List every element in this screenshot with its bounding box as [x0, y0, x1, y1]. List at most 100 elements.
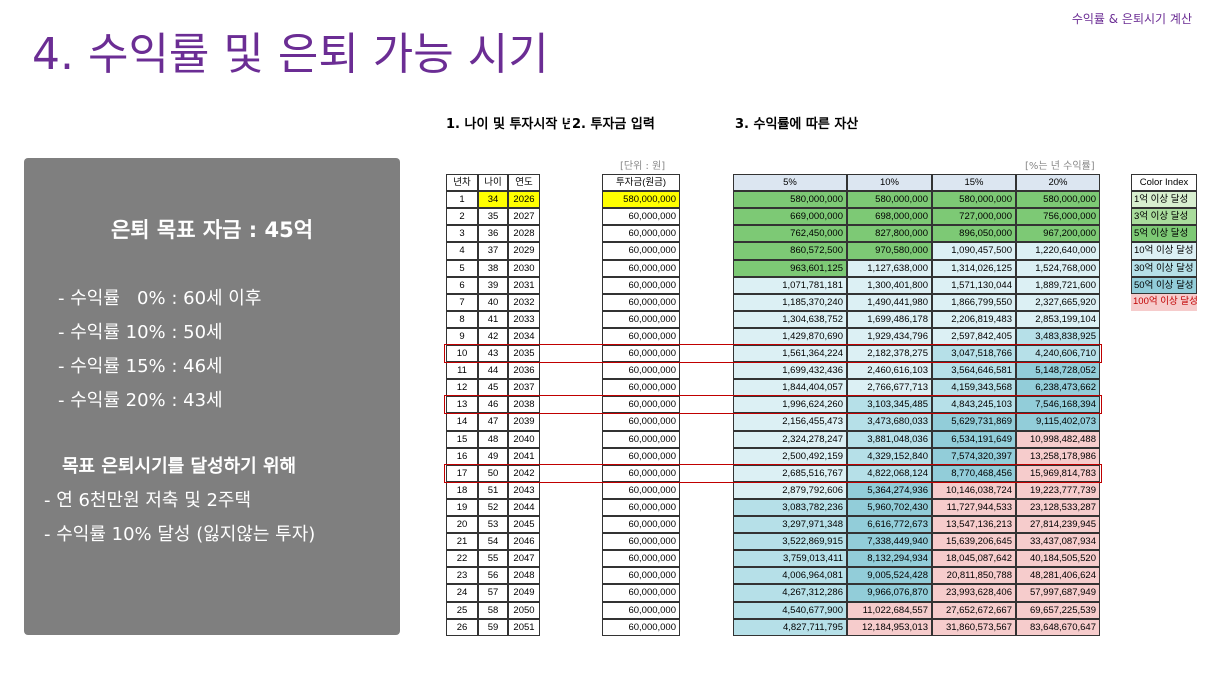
- table-cell: 9: [446, 327, 478, 346]
- table-cell: 6,616,772,673: [847, 516, 932, 534]
- table-cell: 57,997,687,949: [1016, 584, 1100, 602]
- table-cell: 1,490,441,980: [847, 293, 932, 311]
- table-cell: 9,005,524,428: [847, 567, 932, 585]
- table-cell: 11: [446, 362, 478, 380]
- section-header: 2. 투자금 입력: [570, 113, 655, 132]
- table-cell: 860,572,500: [733, 242, 847, 260]
- table-cell: 40: [478, 293, 508, 311]
- table-cell: 6,534,191,649: [932, 430, 1016, 448]
- table-cell: 25: [446, 601, 478, 619]
- legend-item: 50억 이상 달성: [1131, 276, 1197, 294]
- legend-item: 1억 이상 달성: [1131, 191, 1197, 209]
- table-cell: 20,811,850,788: [932, 567, 1016, 585]
- table-cell: 2029: [508, 242, 540, 260]
- plan-item: - 수익률 10% 달성 (잃지않는 투자): [44, 524, 316, 545]
- table-cell: 23: [446, 567, 478, 585]
- top-label: 수익률 & 은퇴시기 계산: [1071, 12, 1192, 26]
- table-cell: 47: [478, 413, 508, 431]
- table-cell: 827,800,000: [847, 225, 932, 243]
- table-cell: 69,657,225,539: [1016, 601, 1100, 619]
- table-cell: 1,699,432,436: [733, 362, 847, 380]
- table-cell: 10,146,038,724: [932, 481, 1016, 499]
- table-cell: 60,000,000: [602, 379, 680, 397]
- table-cell: 7,546,168,394: [1016, 396, 1100, 414]
- table-cell: 2,597,842,405: [932, 327, 1016, 346]
- plan-title: 목표 은퇴시기를 달성하기 위해: [62, 456, 297, 477]
- table-cell: 60,000,000: [602, 345, 680, 363]
- table-cell: 18,045,087,642: [932, 550, 1016, 568]
- table-cell: 42: [478, 327, 508, 346]
- table-cell: 11,022,684,557: [847, 601, 932, 619]
- table-cell: 27,652,672,667: [932, 601, 1016, 619]
- table-cell: 41: [478, 310, 508, 328]
- table-cell: 60,000,000: [602, 310, 680, 328]
- table-cell: 4,159,343,568: [932, 379, 1016, 397]
- table-cell: 2028: [508, 225, 540, 243]
- table-cell: 60,000,000: [602, 618, 680, 636]
- table-cell: 36: [478, 225, 508, 243]
- table-cell: 40,184,505,520: [1016, 550, 1100, 568]
- table-cell: 4,843,245,103: [932, 396, 1016, 414]
- table-cell: 3,103,345,485: [847, 396, 932, 414]
- summary-item: - 수익률 20% : 43세: [58, 390, 223, 411]
- table-cell: 60,000,000: [602, 208, 680, 226]
- table-cell: 5: [446, 259, 478, 277]
- table-cell: 60,000,000: [602, 516, 680, 534]
- table-cell: 5,364,274,936: [847, 481, 932, 499]
- legend-title: Color Index: [1131, 174, 1197, 192]
- column-header: 10%: [847, 174, 932, 192]
- table-cell: 6,238,473,662: [1016, 379, 1100, 397]
- table-cell: 18: [446, 481, 478, 499]
- table-cell: 10,998,482,488: [1016, 430, 1100, 448]
- table-cell: 60,000,000: [602, 259, 680, 277]
- column-header: 5%: [733, 174, 847, 192]
- table-cell: 5,148,728,052: [1016, 362, 1100, 380]
- table-cell: 2,853,199,104: [1016, 310, 1100, 328]
- table-cell: 1: [446, 191, 478, 209]
- table-cell: 60,000,000: [602, 327, 680, 346]
- table-cell: 2,324,278,247: [733, 430, 847, 448]
- table-cell: 10: [446, 345, 478, 363]
- table-cell: 60,000,000: [602, 550, 680, 568]
- table-cell: 60,000,000: [602, 584, 680, 602]
- table-cell: 1,561,364,224: [733, 345, 847, 363]
- table-cell: 756,000,000: [1016, 208, 1100, 226]
- table-cell: 26: [446, 618, 478, 636]
- table-cell: 9,115,402,073: [1016, 413, 1100, 431]
- table-cell: 1,220,640,000: [1016, 242, 1100, 260]
- table-cell: 3,483,838,925: [1016, 327, 1100, 346]
- table-cell: 23,993,628,406: [932, 584, 1016, 602]
- table-cell: 2047: [508, 550, 540, 568]
- table-cell: 2036: [508, 362, 540, 380]
- table-cell: 580,000,000: [733, 191, 847, 209]
- table-cell: 2044: [508, 498, 540, 517]
- table-cell: 12,184,953,013: [847, 618, 932, 636]
- table-cell: 48: [478, 430, 508, 448]
- table-cell: 896,050,000: [932, 225, 1016, 243]
- table-cell: 2,766,677,713: [847, 379, 932, 397]
- table-cell: 2,156,455,473: [733, 413, 847, 431]
- table-cell: 60,000,000: [602, 601, 680, 619]
- table-cell: 4,329,152,840: [847, 447, 932, 465]
- table-cell: 13,547,136,213: [932, 516, 1016, 534]
- table-cell: 3,297,971,348: [733, 516, 847, 534]
- table-cell: 60,000,000: [602, 567, 680, 585]
- table-cell: 35: [478, 208, 508, 226]
- table-cell: 60,000,000: [602, 413, 680, 431]
- table-cell: 4,827,711,795: [733, 618, 847, 636]
- column-header: 연도: [508, 174, 540, 192]
- table-cell: 2037: [508, 379, 540, 397]
- table-cell: 15,969,814,783: [1016, 464, 1100, 482]
- table-cell: 20: [446, 516, 478, 534]
- table-cell: 12: [446, 379, 478, 397]
- section-header: 1. 나이 및 투자시작 년도 입: [446, 117, 603, 132]
- table-cell: 16: [446, 447, 478, 465]
- table-cell: 3,564,646,581: [932, 362, 1016, 380]
- table-cell: 60,000,000: [602, 242, 680, 260]
- table-cell: 60,000,000: [602, 498, 680, 517]
- table-cell: 2042: [508, 464, 540, 482]
- table-cell: 1,304,638,752: [733, 310, 847, 328]
- summary-item: - 수익률 10% : 50세: [58, 322, 223, 343]
- column-header: 투자금(원금): [602, 174, 680, 192]
- table-cell: 60,000,000: [602, 533, 680, 551]
